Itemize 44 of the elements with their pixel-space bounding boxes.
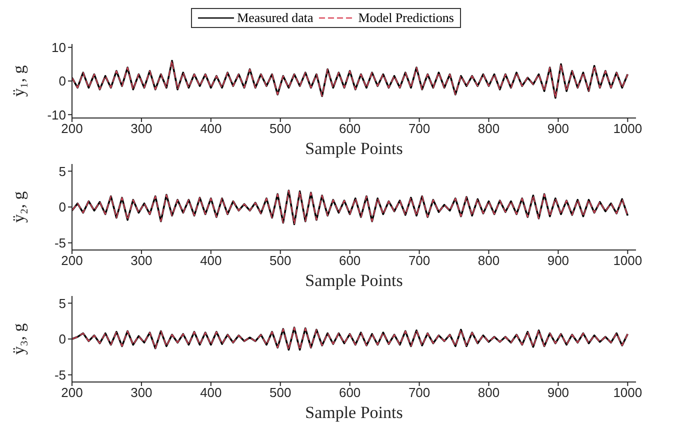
y-tick-label: 5 [58, 296, 66, 311]
x-tick-label: 200 [61, 121, 83, 136]
legend-label: Model Predictions [358, 10, 454, 26]
y-axis-title: ÿ₃, g [9, 322, 28, 355]
y-tick-label: -10 [47, 107, 66, 122]
x-tick-label: 1000 [613, 121, 642, 136]
x-tick-label: 900 [547, 385, 570, 400]
x-tick-label: 600 [338, 121, 361, 136]
x-tick-label: 900 [547, 121, 570, 136]
y-tick-label: 0 [58, 74, 66, 89]
x-axis-title: Sample Points [305, 271, 403, 290]
x-tick-label: 400 [200, 253, 222, 268]
x-tick-label: 200 [61, 253, 83, 268]
x-tick-label: 500 [270, 385, 292, 400]
x-tick-label: 800 [478, 121, 500, 136]
x-tick-label: 800 [478, 385, 500, 400]
x-axis-title: Sample Points [305, 403, 403, 422]
y-axis-title: ÿ₂, g [9, 190, 28, 223]
y-tick-label: 0 [58, 200, 66, 215]
x-tick-label: 700 [408, 253, 430, 268]
x-tick-label: 1000 [613, 253, 642, 268]
y-tick-label: 0 [58, 332, 66, 347]
x-tick-label: 800 [478, 253, 500, 268]
x-tick-label: 600 [338, 385, 361, 400]
x-tick-label: 600 [338, 253, 361, 268]
x-tick-label: 900 [547, 253, 570, 268]
y-tick-label: -5 [54, 367, 66, 382]
x-tick-label: 300 [130, 253, 152, 268]
x-tick-label: 1000 [613, 385, 642, 400]
x-axis-title: Sample Points [305, 139, 403, 158]
x-tick-label: 300 [130, 385, 152, 400]
y-axis-title: ÿ₁, g [9, 64, 28, 97]
x-tick-label: 400 [200, 121, 222, 136]
x-tick-label: 700 [408, 121, 430, 136]
x-tick-label: 200 [61, 385, 83, 400]
y-tick-label: 5 [58, 164, 66, 179]
x-tick-label: 400 [200, 385, 222, 400]
x-tick-label: 500 [270, 253, 292, 268]
x-tick-label: 700 [408, 385, 430, 400]
x-tick-label: 500 [270, 121, 292, 136]
y-tick-label: -5 [54, 235, 66, 250]
y-tick-label: 10 [52, 40, 66, 55]
x-tick-label: 300 [130, 121, 152, 136]
legend-label: Measured data [237, 10, 314, 26]
